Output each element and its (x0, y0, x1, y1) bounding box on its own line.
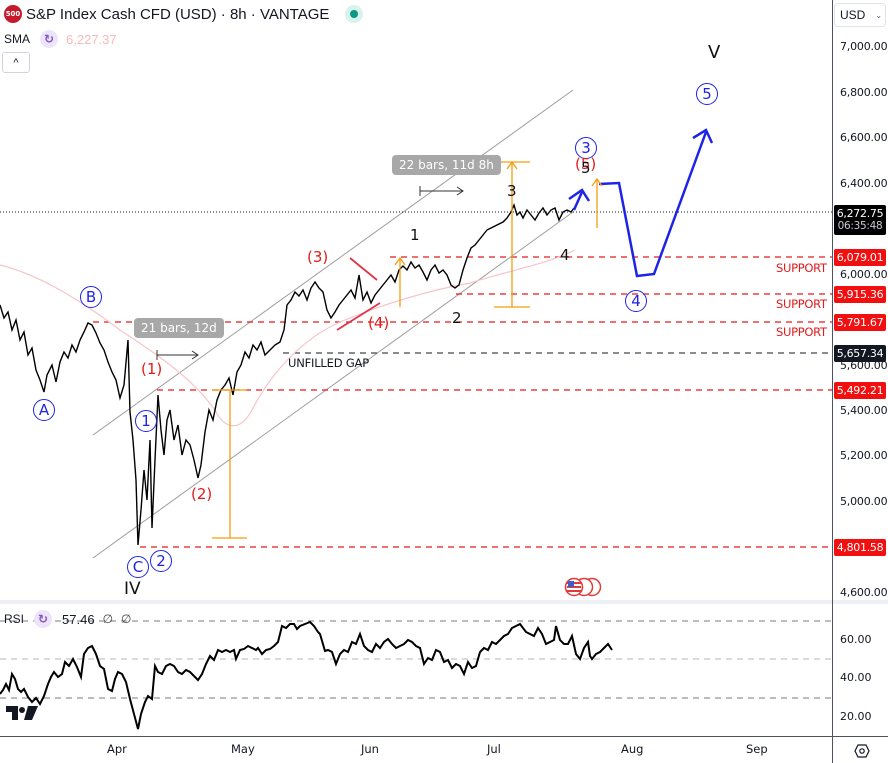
current-price-label: 6,272.75 06:35:48 (834, 205, 886, 235)
rsi-value: 57.46 (62, 611, 95, 627)
sma-legend[interactable]: SMA ↻ 6,227.37 (4, 30, 117, 48)
wave-label-red-4: (4) (368, 314, 390, 332)
wave-label-red-2: (2) (191, 485, 213, 503)
wave-label-black-3: 3 (507, 182, 517, 200)
price-tick: 5,000.00 (840, 495, 888, 508)
rsi-na-value-2: ∅ (121, 612, 132, 626)
wave-label-red-1: (1) (141, 360, 163, 378)
settings-hexagon-icon (854, 744, 870, 758)
rsi-na-value-1: ∅ (102, 612, 114, 626)
price-level-label: 5,657.34 (834, 345, 886, 362)
price-tick: 6,600.00 (840, 131, 888, 144)
chevron-down-icon: ⌄ (875, 10, 883, 20)
current-price: 6,272.75 (836, 207, 884, 220)
support-label-2: SUPPORT (776, 297, 827, 311)
time-axis-border (0, 736, 888, 737)
price-tick: 6,800.00 (840, 86, 888, 99)
price-tick: 4,600.00 (840, 586, 888, 599)
price-axis-border (832, 0, 833, 763)
rsi-chart-canvas[interactable] (0, 604, 832, 736)
time-tick: Aug (621, 742, 644, 756)
chart-settings-button[interactable] (852, 742, 872, 760)
support-label-3: SUPPORT (776, 325, 827, 339)
price-level-label: 5,791.67 (834, 314, 886, 331)
wave-label-circle-3: 3 (575, 137, 597, 159)
price-level-label: 6,079.01 (834, 249, 886, 266)
price-tick: 5,400.00 (840, 404, 888, 417)
data-loading-cycle-icon: ↻ (40, 30, 59, 48)
market-open-status-icon (345, 5, 364, 23)
price-tick: 6,400.00 (840, 177, 888, 190)
time-tick: Jul (487, 742, 501, 756)
wave-label-A: A (33, 399, 55, 421)
wave-label-circle-4: 4 (625, 290, 647, 312)
us-economic-events-icon[interactable] (562, 577, 606, 597)
rsi-tick: 60.00 (840, 633, 872, 646)
wave-label-C: C (127, 556, 149, 578)
sma-value: 6,227.37 (66, 31, 117, 47)
price-tick: 6,000.00 (840, 268, 888, 281)
chevron-up-icon: ^ (13, 56, 19, 69)
wave-label-red-3: (3) (307, 248, 329, 266)
price-tick: 5,200.00 (840, 449, 888, 462)
bars-range-label-2: 22 bars, 11d 8h (392, 155, 501, 175)
collapse-legend-button[interactable]: ^ (2, 52, 30, 73)
tradingview-logo-icon[interactable] (6, 706, 38, 722)
currency-label: USD (840, 8, 866, 22)
price-tick: 7,000.00 (840, 40, 888, 53)
currency-select-button[interactable]: USD ⌄ (834, 3, 886, 27)
price-level-label: 5,915.36 (834, 286, 886, 303)
support-label-1: SUPPORT (776, 261, 827, 275)
symbol-legend[interactable]: 500 S&P Index Cash CFD (USD) · 8h · VANT… (4, 5, 364, 23)
wave-label-IV: IV (124, 579, 141, 599)
wave-label-black-2: 2 (452, 309, 462, 327)
symbol-title: S&P Index Cash CFD (USD) · 8h · VANTAGE (26, 5, 330, 23)
price-level-label: 5,492.21 (834, 382, 886, 399)
wave-label-circle-1: 1 (135, 410, 157, 432)
time-tick: Jun (361, 742, 379, 756)
rsi-label: RSI (4, 612, 25, 626)
wave-label-red-5: (5) (575, 155, 597, 173)
pane-resize-handle[interactable] (0, 600, 832, 604)
price-level-label: 4,801.58 (834, 539, 886, 556)
wave-label-black-4: 4 (560, 246, 570, 264)
time-tick: Apr (107, 742, 127, 756)
time-tick: Sep (746, 742, 768, 756)
pane-separator (833, 600, 888, 604)
wave-label-black-5: 5 (581, 159, 591, 177)
wave-label-V: V (708, 42, 721, 63)
bars-range-label-1: 21 bars, 12d (134, 318, 224, 338)
unfilled-gap-label: UNFILLED GAP (288, 356, 369, 370)
wave-label-black-1: 1 (410, 226, 420, 244)
wave-label-B: B (80, 286, 102, 308)
rsi-tick: 40.00 (840, 671, 872, 684)
sma-label: SMA (4, 32, 31, 46)
rsi-legend[interactable]: RSI ↻ 57.46 ∅ ∅ (4, 610, 131, 628)
wave-label-circle-5: 5 (696, 83, 718, 105)
rsi-tick: 20.00 (840, 710, 872, 723)
time-tick: May (231, 742, 255, 756)
data-loading-cycle-icon: ↻ (34, 610, 53, 628)
wave-label-circle-2: 2 (150, 550, 172, 572)
price-tick: 5,600.00 (840, 359, 888, 372)
bar-countdown: 06:35:48 (837, 220, 883, 232)
symbol-logo-icon: 500 (4, 5, 22, 23)
